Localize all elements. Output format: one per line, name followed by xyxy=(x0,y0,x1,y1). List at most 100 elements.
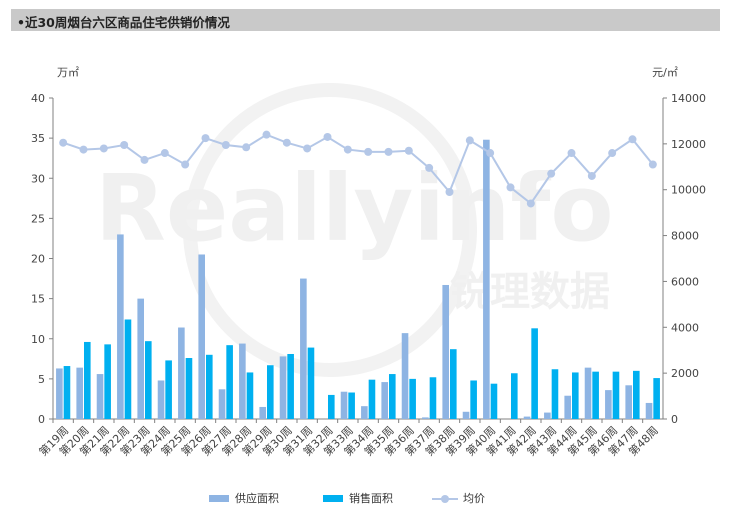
sales-bar xyxy=(328,394,335,419)
sales-bar xyxy=(267,365,274,419)
sales-bar xyxy=(348,392,355,419)
right-tick-label: 8000 xyxy=(671,230,699,243)
right-axis-unit: 元/㎡ xyxy=(652,66,678,79)
price-point xyxy=(587,171,596,180)
right-tick-label: 6000 xyxy=(671,275,699,288)
sales-bar xyxy=(287,353,294,419)
right-tick-label: 10000 xyxy=(671,184,706,197)
price-point xyxy=(648,160,657,169)
legend-sales-swatch xyxy=(323,495,343,502)
sales-bar xyxy=(490,383,498,419)
price-point xyxy=(140,155,149,164)
sales-bar xyxy=(572,372,579,419)
legend-supply-label: 供应面积 xyxy=(235,491,279,505)
sales-bar xyxy=(185,358,193,419)
supply-bar xyxy=(96,374,104,419)
price-point xyxy=(160,149,169,158)
price-point xyxy=(404,146,413,155)
sales-bar xyxy=(531,328,538,419)
price-point xyxy=(445,188,454,197)
supply-bar xyxy=(239,343,246,419)
supply-bar xyxy=(361,406,368,419)
sales-bar xyxy=(246,372,254,419)
left-tick-label: 10 xyxy=(31,333,45,346)
supply-bar xyxy=(178,327,185,419)
supply-bar xyxy=(198,254,205,419)
chart-title: •近30周烟台六区商品住宅供销价情况 xyxy=(17,15,230,30)
supply-bar xyxy=(584,367,592,419)
left-tick-label: 40 xyxy=(31,92,45,105)
legend-price-label: 均价 xyxy=(463,492,485,505)
supply-bar xyxy=(523,416,531,419)
right-tick-label: 4000 xyxy=(671,321,699,334)
watermark-ring xyxy=(183,83,477,377)
sales-bar xyxy=(551,369,559,419)
left-tick-label: 25 xyxy=(31,212,45,225)
price-point xyxy=(486,149,495,158)
price-point xyxy=(99,144,108,153)
price-point xyxy=(506,183,515,192)
left-tick-label: 15 xyxy=(31,293,45,306)
supply-bar xyxy=(218,389,226,419)
supply-bar xyxy=(259,406,266,419)
supply-bar xyxy=(157,380,165,419)
sales-bar xyxy=(145,341,152,419)
left-axis-unit: 万㎡ xyxy=(57,66,79,79)
sales-bar xyxy=(63,366,71,419)
price-point xyxy=(79,145,88,154)
sales-bar xyxy=(592,371,599,419)
right-tick-label: 2000 xyxy=(671,367,699,380)
supply-bar xyxy=(300,278,307,419)
price-point xyxy=(59,138,68,147)
price-point xyxy=(567,149,576,158)
sales-bar xyxy=(409,378,416,419)
price-point xyxy=(628,135,637,144)
sales-bar xyxy=(206,354,213,419)
left-tick-label: 20 xyxy=(31,253,45,266)
price-point xyxy=(303,144,312,153)
sales-bar xyxy=(612,371,620,419)
right-tick-label: 0 xyxy=(671,413,678,426)
price-point xyxy=(608,149,617,158)
sales-bar xyxy=(84,341,91,419)
chart-header: •近30周烟台六区商品住宅供销价情况 xyxy=(11,9,720,31)
sales-bar xyxy=(226,345,233,419)
price-point xyxy=(465,136,474,145)
watermark-text: Reallyinfo xyxy=(95,155,614,262)
price-point xyxy=(364,147,373,156)
legend-sales-label: 销售面积 xyxy=(349,491,393,505)
price-point xyxy=(120,141,129,150)
left-tick-label: 30 xyxy=(31,172,45,185)
supply-bar xyxy=(442,284,449,419)
sales-bar xyxy=(429,377,437,419)
sales-bar xyxy=(389,374,396,419)
supply-bar xyxy=(544,412,551,419)
price-point xyxy=(262,130,271,139)
legend-price-marker xyxy=(441,495,449,503)
supply-bar xyxy=(279,356,287,419)
sales-bar xyxy=(450,349,457,419)
price-point xyxy=(221,141,230,150)
sales-bar xyxy=(124,319,132,419)
left-tick-label: 5 xyxy=(38,373,45,386)
price-point xyxy=(242,143,251,152)
right-tick-label: 12000 xyxy=(671,138,706,151)
watermark-subtext: 锐理数据 xyxy=(450,269,610,315)
supply-bar xyxy=(56,368,63,419)
left-tick-label: 35 xyxy=(31,132,45,145)
sales-bar xyxy=(165,360,172,419)
supply-bar xyxy=(625,385,632,419)
supply-bar xyxy=(483,139,490,420)
price-point xyxy=(526,199,535,208)
price-point xyxy=(384,147,393,156)
legend-supply-swatch xyxy=(209,495,229,502)
price-point xyxy=(181,160,190,169)
sales-bar xyxy=(368,379,376,419)
supply-bar xyxy=(645,402,653,419)
supply-bar xyxy=(117,234,124,419)
right-tick-label: 14000 xyxy=(671,92,706,105)
sales-bar xyxy=(307,347,315,419)
supply-bar xyxy=(381,382,388,419)
sales-bar xyxy=(653,378,660,419)
